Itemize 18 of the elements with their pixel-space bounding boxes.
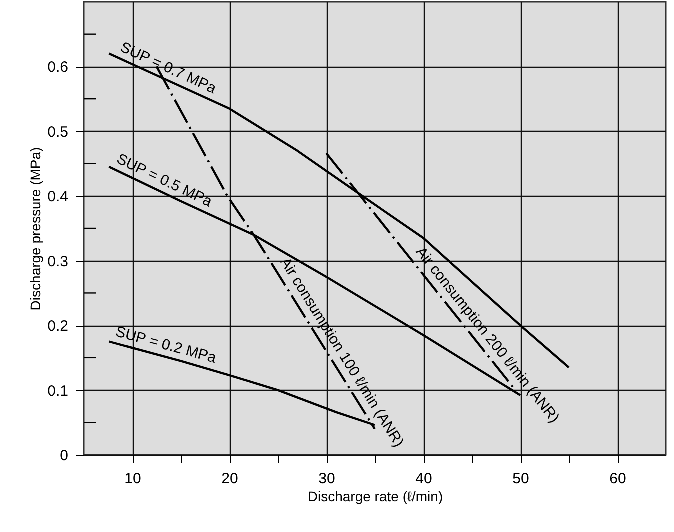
x-tick-label: 50	[512, 470, 530, 488]
y-tick-label: 0.1	[48, 382, 68, 400]
y-tick-label: 0.6	[48, 59, 68, 76]
y-axis-title: Discharge pressure (MPa)	[28, 147, 44, 311]
x-tick-label: 60	[610, 470, 626, 488]
x-tick-label: 30	[318, 470, 336, 488]
x-tick-label: 20	[222, 470, 238, 488]
text: SUP = 0.7 MPa	[118, 38, 220, 98]
x-tick-label: 40	[416, 470, 432, 488]
x-tick-label: 10	[124, 470, 142, 488]
y-tick-label: 0.5	[48, 124, 68, 141]
y-tick-label: 0.3	[48, 253, 68, 270]
y-tick-label: 0.2	[48, 318, 68, 336]
x-axis-title: Discharge rate (ℓ/min)	[308, 488, 444, 504]
y-tick-label: 0	[60, 448, 68, 464]
text: SUP = 0.2 MPa	[114, 323, 219, 368]
y-tick-label: 0.4	[48, 188, 68, 206]
text: SUP = 0.5 MPa	[114, 150, 216, 211]
